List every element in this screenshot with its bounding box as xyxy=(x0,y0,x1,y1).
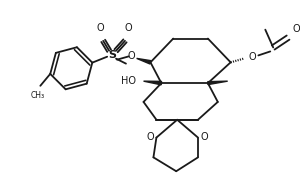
Polygon shape xyxy=(208,81,228,85)
Text: O: O xyxy=(128,51,136,61)
Text: O: O xyxy=(147,132,154,142)
Text: S: S xyxy=(108,50,116,60)
Text: O: O xyxy=(124,23,132,33)
Text: O: O xyxy=(292,24,300,34)
Text: O: O xyxy=(248,52,256,62)
Text: CH₃: CH₃ xyxy=(30,91,44,100)
Polygon shape xyxy=(143,81,161,85)
Polygon shape xyxy=(136,58,151,64)
Text: O: O xyxy=(200,132,208,142)
Text: O: O xyxy=(96,23,104,33)
Text: HO: HO xyxy=(121,76,136,86)
